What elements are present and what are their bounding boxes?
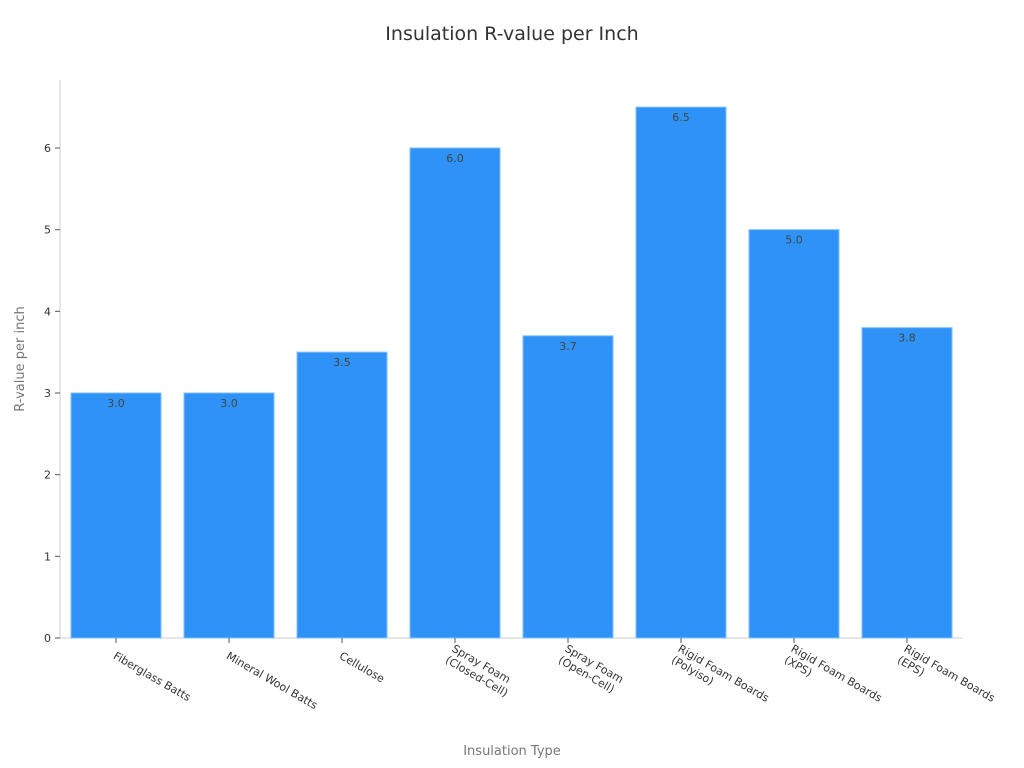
bar <box>70 392 162 639</box>
y-tick-label: 0 <box>44 632 51 645</box>
bar <box>183 392 275 639</box>
bar <box>296 351 388 639</box>
bar-value-label: 5.0 <box>785 234 803 247</box>
y-axis-title: R-value per inch <box>13 306 28 411</box>
x-tick-label: Rigid Foam Boards(Polyiso) <box>669 642 771 716</box>
x-tick-label: Spray Foam(Closed-Cell) <box>443 642 517 700</box>
y-tick-label: 1 <box>44 550 51 563</box>
x-tick-label: Rigid Foam Boards(XPS) <box>782 642 884 716</box>
y-tick-label: 2 <box>44 469 51 482</box>
y-tick-label: 4 <box>44 305 51 318</box>
bar <box>522 335 614 639</box>
bar-value-label: 3.0 <box>107 397 125 410</box>
bar-value-label: 6.5 <box>672 111 690 124</box>
bar <box>748 229 840 639</box>
x-tick-label: Cellulose <box>337 649 387 685</box>
bar <box>861 327 953 639</box>
y-tick-label: 6 <box>44 142 51 155</box>
bar-value-label: 3.8 <box>898 332 916 345</box>
bar-value-label: 6.0 <box>446 152 464 165</box>
x-tick-label: Mineral Wool Batts <box>224 649 320 712</box>
y-tick-label: 5 <box>44 224 51 237</box>
bar-value-label: 3.5 <box>333 356 351 369</box>
x-tick-label: Rigid Foam Boards(EPS) <box>895 642 997 716</box>
x-axis-title: Insulation Type <box>463 744 561 759</box>
bar-value-label: 3.7 <box>559 340 577 353</box>
bar-value-label: 3.0 <box>220 397 238 410</box>
bar <box>409 147 501 639</box>
y-tick-label: 3 <box>44 387 51 400</box>
bar <box>635 106 727 639</box>
chart-title: Insulation R-value per Inch <box>385 23 638 45</box>
x-tick-label: Fiberglass Batts <box>111 649 193 704</box>
x-tick-label: Spray Foam(Open-Cell) <box>556 642 626 697</box>
